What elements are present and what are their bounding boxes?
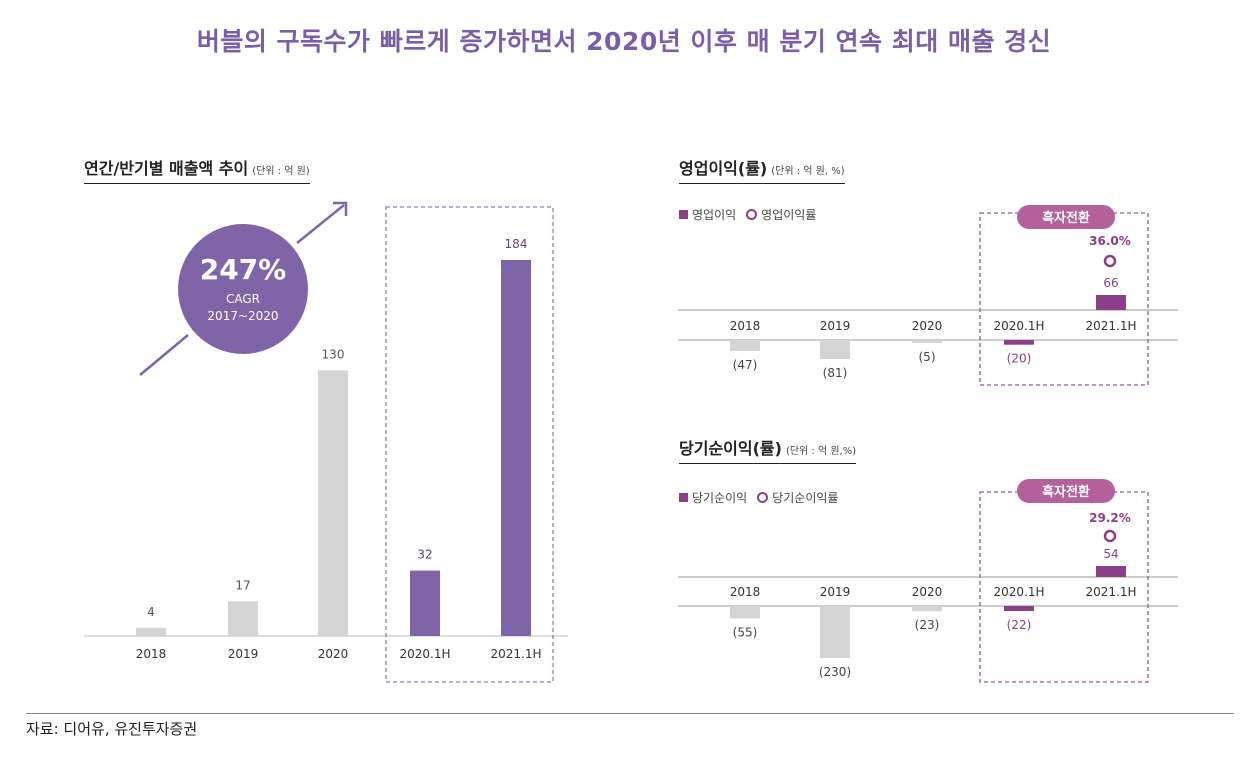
revenue-x-tick: 2018 xyxy=(136,647,167,661)
op-data-label: 66 xyxy=(1103,276,1118,290)
net-x-tick: 2020.1H xyxy=(993,585,1044,599)
revenue-data-label: 17 xyxy=(235,578,250,592)
bar-legend-swatch-icon xyxy=(679,210,688,219)
net-bar xyxy=(912,606,942,612)
revenue-x-tick: 2019 xyxy=(228,647,259,661)
op-bar xyxy=(912,340,942,343)
net-title-text: 당기순이익(률) xyxy=(679,439,782,458)
net-x-tick: 2020 xyxy=(912,585,943,599)
net-data-label: 54 xyxy=(1103,547,1118,561)
revenue-halfyear-highlight-box xyxy=(385,206,554,683)
net-legend-bar: 당기순이익 xyxy=(692,491,748,505)
net-data-label: (22) xyxy=(1007,618,1032,632)
net-badge-text: 흑자전환 xyxy=(1042,484,1090,500)
op-x-tick: 2021.1H xyxy=(1085,319,1136,333)
net-legend: 당기순이익 당기순이익률 xyxy=(679,489,838,506)
net-unit: (단위 : 억 원,%) xyxy=(785,446,857,457)
net-bar xyxy=(730,606,760,619)
revenue-bar xyxy=(136,627,166,636)
revenue-bar xyxy=(228,601,258,636)
net-chart-title: 당기순이익(률) (단위 : 억 원,%) xyxy=(679,435,857,464)
op-bar xyxy=(730,340,760,352)
op-x-tick: 2020.1H xyxy=(993,319,1044,333)
arrow-head-icon xyxy=(333,201,348,216)
cagr-period: 2017~2020 xyxy=(207,309,278,323)
revenue-x-tick: 2020 xyxy=(318,647,349,661)
net-data-label: (230) xyxy=(819,665,851,679)
rate-legend-ring-icon xyxy=(746,209,758,220)
rate-legend-ring-icon xyxy=(757,492,769,503)
op-data-label: (5) xyxy=(919,350,936,364)
revenue-bar xyxy=(410,570,440,636)
bar-legend-swatch-icon xyxy=(679,493,688,502)
op-chart-title: 영업이익(률) (단위 : 억 원, %) xyxy=(679,155,845,184)
revenue-unit: (단위 : 억 원) xyxy=(252,166,310,177)
op-bar xyxy=(820,340,850,359)
op-badge-text: 흑자전환 xyxy=(1042,210,1090,226)
net-turnaround-badge xyxy=(1017,479,1115,503)
net-x-tick: 2019 xyxy=(820,585,851,599)
cagr-label: CAGR xyxy=(226,292,260,306)
op-rate-label: 36.0% xyxy=(1089,234,1131,248)
net-legend-rate: 당기순이익률 xyxy=(772,491,839,505)
net-rate-label: 29.2% xyxy=(1089,511,1131,525)
op-bar xyxy=(1096,295,1126,310)
op-data-label: (81) xyxy=(823,366,848,380)
net-bar xyxy=(1004,606,1034,611)
revenue-data-label: 184 xyxy=(505,237,528,251)
net-x-tick: 2018 xyxy=(730,585,761,599)
op-x-tick: 2018 xyxy=(730,319,761,333)
revenue-data-label: 4 xyxy=(147,605,155,619)
growth-arrow-head-line xyxy=(296,204,345,244)
op-data-label: (20) xyxy=(1007,352,1032,366)
op-turnaround-badge xyxy=(1017,205,1115,229)
op-x-tick: 2019 xyxy=(820,319,851,333)
revenue-data-label: 130 xyxy=(322,347,345,361)
source-divider xyxy=(26,713,1234,714)
net-data-label: (23) xyxy=(915,618,940,632)
revenue-x-tick: 2020.1H xyxy=(399,647,450,661)
revenue-data-label: 32 xyxy=(417,548,432,562)
net-data-label: (55) xyxy=(733,625,758,639)
net-bar xyxy=(1096,566,1126,577)
revenue-bar xyxy=(318,370,348,636)
revenue-chart-title: 연간/반기별 매출액 추이 (단위 : 억 원) xyxy=(84,155,310,184)
op-unit: (단위 : 억 원, %) xyxy=(771,166,845,177)
op-rate-marker-icon xyxy=(1103,254,1117,268)
op-x-tick: 2020 xyxy=(912,319,943,333)
source-note: 자료: 디어유, 유진투자증권 xyxy=(26,720,198,738)
op-bar xyxy=(1004,340,1034,345)
revenue-bar xyxy=(501,260,531,636)
op-legend: 영업이익 영업이익률 xyxy=(679,206,816,223)
net-rate-marker-icon xyxy=(1103,529,1117,543)
cagr-badge xyxy=(178,224,308,354)
revenue-title-text: 연간/반기별 매출액 추이 xyxy=(84,159,249,178)
page-title: 버블의 구독수가 빠르게 증가하면서 2020년 이후 매 분기 연속 최대 매… xyxy=(196,27,1052,56)
cagr-value: 247% xyxy=(200,253,287,286)
op-data-label: (47) xyxy=(733,358,758,372)
net-x-tick: 2021.1H xyxy=(1085,585,1136,599)
revenue-x-tick: 2021.1H xyxy=(490,647,541,661)
growth-arrow-tail xyxy=(139,334,189,376)
op-title-text: 영업이익(률) xyxy=(679,159,768,178)
op-legend-rate: 영업이익률 xyxy=(761,208,817,222)
net-bar xyxy=(820,606,850,658)
op-legend-bar: 영업이익 xyxy=(692,208,737,222)
